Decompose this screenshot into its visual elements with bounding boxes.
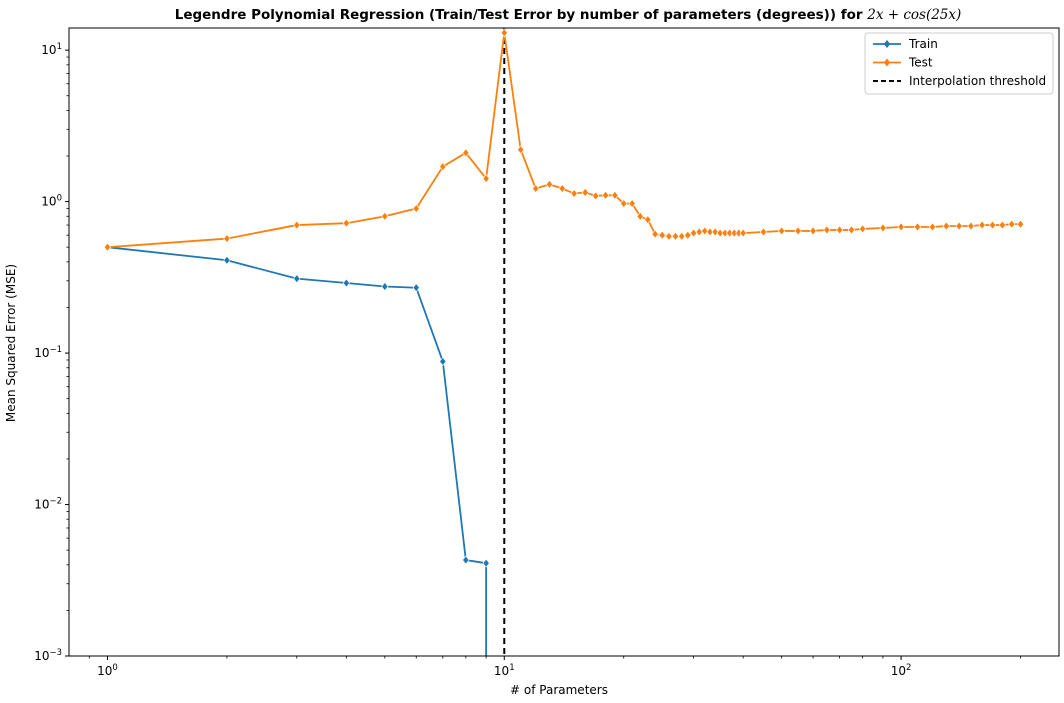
test-point <box>601 190 610 200</box>
test-point <box>988 220 997 230</box>
test-point <box>651 229 659 239</box>
x-tick-label: 100 <box>97 663 118 678</box>
x-axis-title: # of Parameters <box>510 683 608 697</box>
test-point <box>412 204 420 214</box>
train-point <box>342 278 350 288</box>
test-point <box>342 218 350 228</box>
test-point <box>558 184 566 193</box>
test-point <box>823 225 831 235</box>
legend-marker-test <box>883 58 891 67</box>
test-point <box>739 228 747 238</box>
test-point <box>462 148 470 158</box>
test-point <box>658 230 666 240</box>
train-point <box>293 274 301 284</box>
test-point <box>671 231 680 241</box>
test-point <box>711 227 719 237</box>
test-point <box>721 228 729 238</box>
test-point <box>967 221 975 231</box>
x-tick-label: 101 <box>494 663 515 678</box>
test-point <box>611 190 619 200</box>
test-point <box>644 215 652 225</box>
test-point <box>913 222 922 232</box>
test-point <box>879 223 887 233</box>
train-point <box>412 283 420 293</box>
test-point <box>716 228 724 238</box>
train-point <box>381 282 389 292</box>
train-series-line <box>107 246 488 656</box>
test-point <box>897 222 905 232</box>
test-point <box>103 242 112 252</box>
test-point <box>500 28 508 38</box>
test-point <box>439 162 447 172</box>
chart-title-formula: 2x + cos(25x) <box>866 7 961 23</box>
legend: Train Test Interpolation threshold <box>864 32 1054 95</box>
test-point <box>381 211 389 221</box>
x-tick-label: 102 <box>891 663 912 678</box>
plot-content <box>103 28 1025 656</box>
test-point <box>665 231 673 241</box>
legend-box <box>864 32 1054 95</box>
test-point <box>1016 219 1025 229</box>
y-tick-label: 10−2 <box>34 497 62 512</box>
test-point <box>998 220 1006 230</box>
legend-label-test: Test <box>908 56 933 70</box>
train-point <box>482 558 490 568</box>
test-point <box>628 199 636 209</box>
test-point <box>517 145 525 155</box>
y-tick-label: 10−3 <box>34 648 62 663</box>
axes: 100 101 102 10−3 10−2 10−1 100 101 <box>34 27 1060 678</box>
test-point <box>847 225 856 235</box>
plot-area <box>103 28 1025 656</box>
test-point <box>859 224 867 234</box>
test-point <box>942 221 950 231</box>
legend-label-train: Train <box>908 37 938 51</box>
test-point <box>570 189 578 199</box>
legend-marker-train <box>883 40 891 48</box>
legend-label-interpolation-threshold: Interpolation threshold <box>909 74 1046 88</box>
test-point <box>545 179 554 189</box>
y-tick-label: 101 <box>41 42 62 57</box>
y-tick-label: 100 <box>41 194 62 209</box>
train-point <box>223 255 231 265</box>
train-point <box>462 555 470 565</box>
test-point <box>955 221 963 231</box>
test-point <box>809 226 817 236</box>
y-axis-title: Mean Squared Error (MSE) <box>4 264 18 422</box>
test-point <box>695 227 703 237</box>
test-point <box>778 226 786 236</box>
test-point <box>293 220 301 230</box>
test-point <box>620 199 628 209</box>
test-point <box>836 225 844 235</box>
test-point <box>592 191 600 201</box>
test-point <box>759 227 768 237</box>
test-point <box>684 230 692 240</box>
chart-title: Legendre Polynomial Regression (Train/Te… <box>175 7 962 23</box>
test-point <box>978 220 986 230</box>
test-point <box>482 174 490 184</box>
test-point <box>1008 219 1016 229</box>
axes-frame <box>68 27 1060 657</box>
y-tick-label: 10−1 <box>34 345 62 360</box>
test-point <box>794 226 802 236</box>
chart-title-text: Legendre Polynomial Regression (Train/Te… <box>175 7 868 23</box>
test-point <box>701 226 709 236</box>
test-point <box>706 227 714 237</box>
test-point <box>678 231 686 241</box>
test-point <box>928 222 937 232</box>
test-point <box>690 228 698 238</box>
test-point <box>532 184 540 193</box>
test-point <box>636 211 644 221</box>
test-point <box>581 187 589 197</box>
train-point <box>439 356 447 366</box>
test-point <box>223 234 231 244</box>
